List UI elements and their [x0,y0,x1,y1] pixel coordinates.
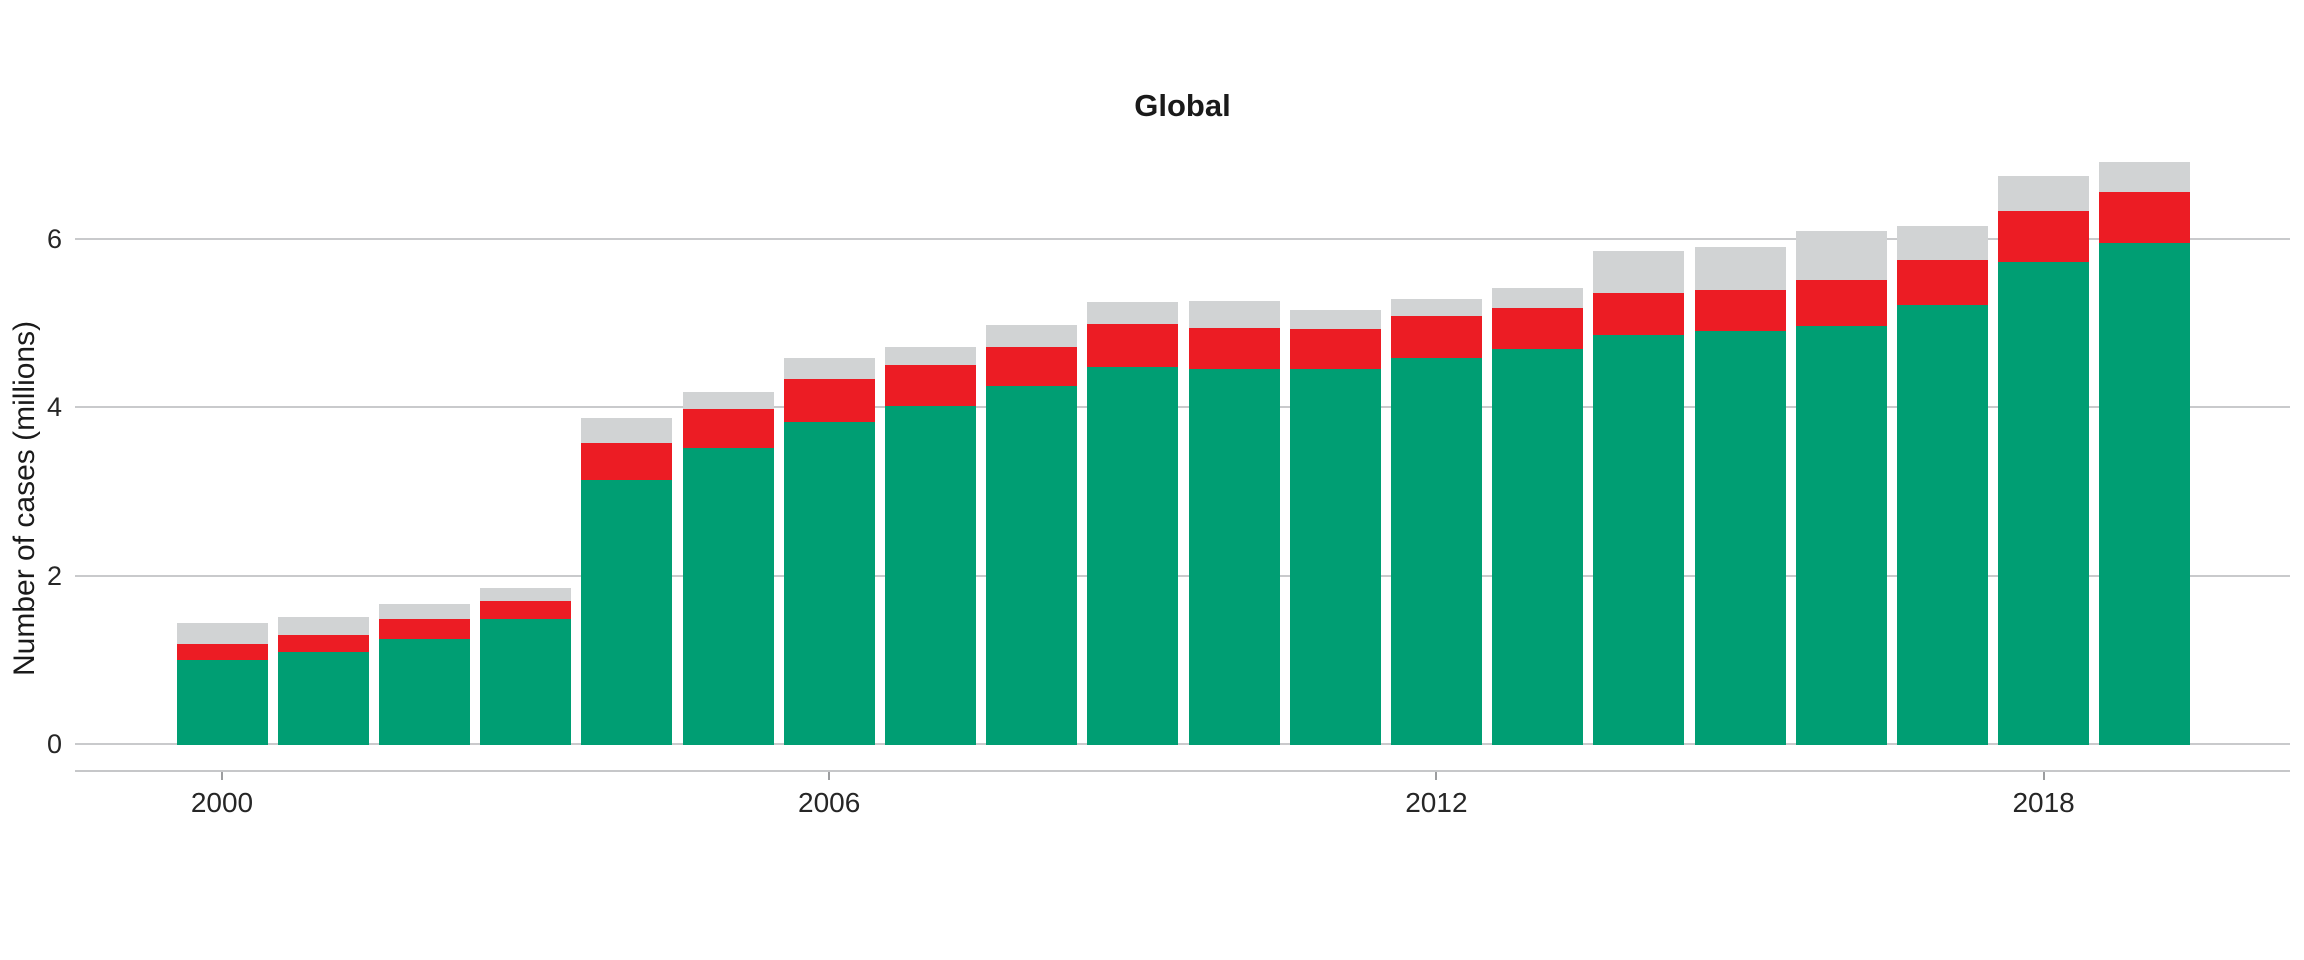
x-tick-2018 [2042,772,2045,780]
bar-2007-gray-segment [884,346,976,366]
bar-2012-gray-segment [1390,299,1482,317]
bar-2004-gray-segment [581,418,673,444]
bar-2002-gray-segment [378,604,470,620]
bar-2007-green-segment [884,406,976,745]
bar-2010-gray-segment [1188,301,1280,329]
gridline-4 [75,406,2290,409]
bar-2008-gray-segment [986,324,1078,348]
x-tick-label-2018: 2018 [2012,787,2075,818]
bar-2017-gray-segment [1896,226,1988,260]
bar-2018-gray-segment [1998,175,2090,211]
bar-2004-red-segment [581,443,673,480]
bar-2001-gray-segment [277,616,369,635]
bar-2004-green-segment [581,479,673,745]
x-tick-2006 [828,772,831,780]
bar-2014-red-segment [1593,292,1685,335]
bar-2014-green-segment [1593,334,1685,745]
chart-title: Global [1134,88,1231,123]
bar-2016-red-segment [1795,280,1887,327]
gridline-6 [75,237,2290,240]
bar-2016-green-segment [1795,326,1887,745]
y-tick-label-0: 0 [46,729,62,759]
x-tick-label-2000: 2000 [190,787,254,818]
x-tick-label-2012: 2012 [1405,787,1468,818]
bar-2009-red-segment [1087,323,1179,367]
bar-2012-green-segment [1390,358,1482,745]
bar-2009-green-segment [1087,366,1179,745]
gridline-0 [75,743,2290,745]
bar-2016-gray-segment [1795,231,1887,281]
x-tick-label-2006: 2006 [798,787,861,818]
y-tick-label-6: 6 [46,223,62,254]
bar-2003-red-segment [480,600,572,620]
bar-2006-red-segment [783,379,875,423]
bar-2005-red-segment [682,408,774,448]
bar-2019-green-segment [2099,243,2191,745]
bar-2000-green-segment [176,659,268,745]
bar-2003-gray-segment [480,588,572,601]
bar-2013-gray-segment [1492,287,1584,308]
y-tick-label-4: 4 [46,392,62,423]
bar-2015-gray-segment [1694,247,1786,291]
bar-2012-red-segment [1390,316,1482,359]
bar-2017-red-segment [1896,259,1988,306]
y-axis-title: Number of cases (millions) [8,320,41,676]
bar-2015-red-segment [1694,290,1786,332]
bar-2018-red-segment [1998,211,2090,263]
bar-2001-red-segment [277,634,369,653]
bar-2006-gray-segment [783,358,875,380]
bar-2011-green-segment [1289,369,1381,745]
bar-2017-green-segment [1896,305,1988,745]
gridline-2 [75,574,2290,577]
x-tick-2012 [1435,772,1438,780]
bar-2015-green-segment [1694,331,1786,745]
bar-2018-green-segment [1998,262,2090,745]
bar-2005-green-segment [682,447,774,745]
bar-2000-gray-segment [176,622,268,644]
bar-2008-red-segment [986,347,1078,387]
bar-2010-red-segment [1188,328,1280,370]
bar-2001-green-segment [277,652,369,745]
bar-2003-green-segment [480,619,572,745]
bar-2008-green-segment [986,386,1078,745]
bar-2006-green-segment [783,422,875,745]
y-tick-label-2: 2 [46,560,62,591]
bar-2011-red-segment [1289,328,1381,370]
bar-2007-red-segment [884,365,976,407]
bar-2000-red-segment [176,643,268,660]
bar-2014-gray-segment [1593,251,1685,293]
bar-2010-green-segment [1188,369,1280,745]
bar-2011-gray-segment [1289,310,1381,329]
bar-2009-gray-segment [1087,301,1179,324]
bar-2019-red-segment [2099,192,2191,243]
bar-2013-red-segment [1492,307,1584,350]
bar-2002-red-segment [378,619,470,639]
x-axis-line [75,770,2290,772]
bar-2002-green-segment [378,638,470,745]
bar-2013-green-segment [1492,349,1584,745]
bar-2019-gray-segment [2099,162,2191,193]
x-tick-2000 [221,772,223,780]
bar-2005-gray-segment [682,392,774,409]
